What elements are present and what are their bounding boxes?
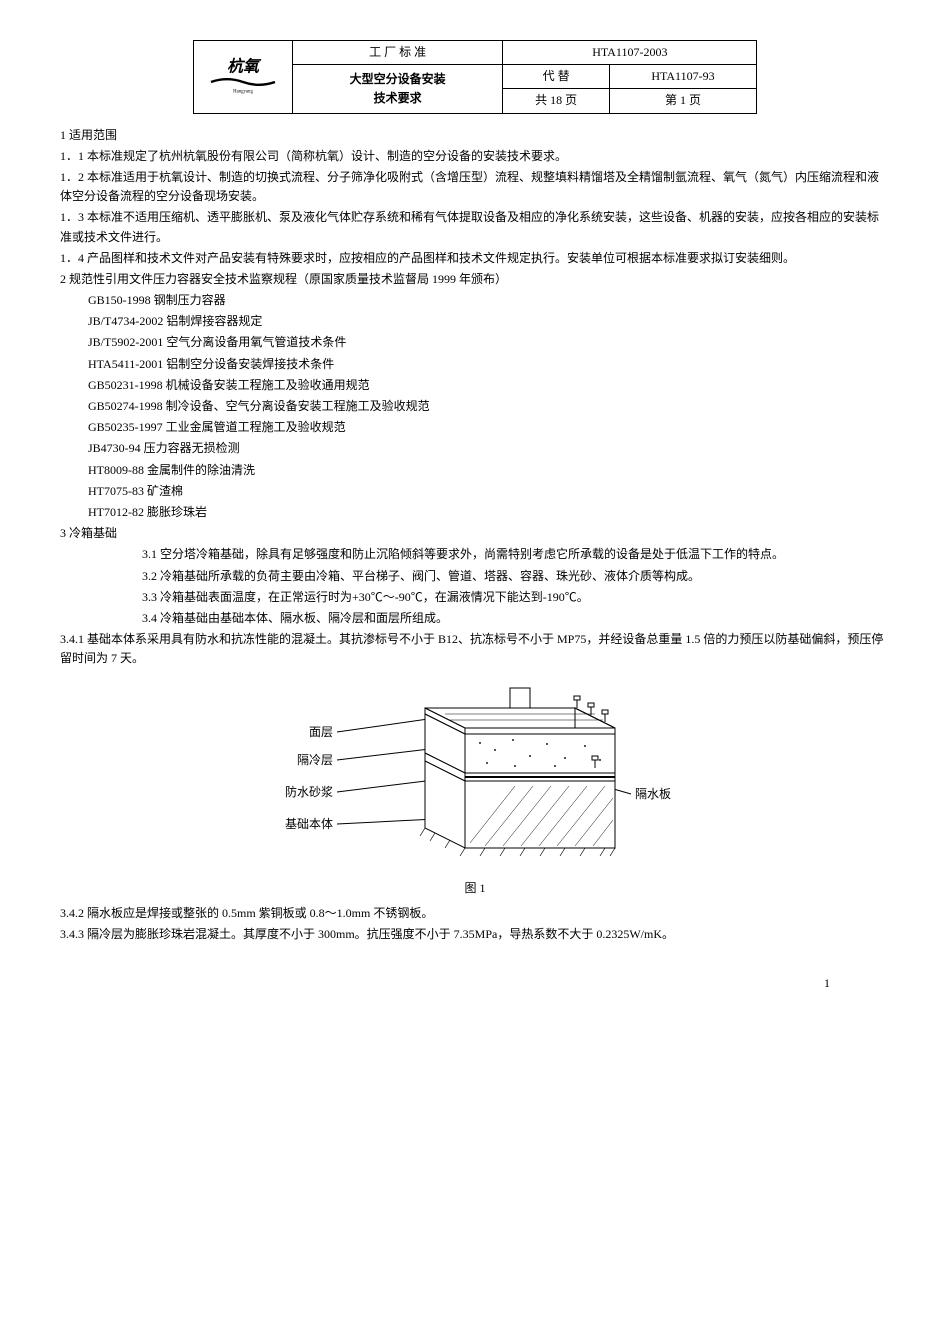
current-page: 第 1 页: [609, 89, 756, 113]
para-1-4: 1．4 产品图样和技术文件对产品安装有特殊要求时，应按相应的产品图样和技术文件规…: [60, 249, 890, 268]
label-mianceng: 面层: [309, 725, 333, 739]
label-geshuiban: 隔水板: [635, 787, 671, 801]
section-3-title: 3 冷箱基础: [60, 524, 890, 543]
ref-item: JB/T4734-2002 铝制焊接容器规定: [60, 312, 890, 331]
para-3-1: 3.1 空分塔冷箱基础，除具有足够强度和防止沉陷倾斜等要求外，尚需特别考虑它所承…: [60, 545, 890, 564]
total-pages: 共 18 页: [503, 89, 609, 113]
para-1-2: 1．2 本标准适用于杭氧设计、制造的切换式流程、分子筛净化吸附式（含增压型）流程…: [60, 168, 890, 206]
para-3-4: 3.4 冷箱基础由基础本体、隔水板、隔冷层和面层所组成。: [60, 609, 890, 628]
header-table: 杭氧 Hangyang 工 厂 标 准 HTA1107-2003 大型空分设备安…: [193, 40, 757, 114]
para-1-1: 1．1 本标准规定了杭州杭氧股份有限公司（简称杭氧）设计、制造的空分设备的安装技…: [60, 147, 890, 166]
logo-icon: 杭氧 Hangyang: [203, 54, 283, 94]
ref-item: GB50231-1998 机械设备安装工程施工及验收通用规范: [60, 376, 890, 395]
para-3-3: 3.3 冷箱基础表面温度，在正常运行时为+30℃～-90℃，在漏液情况下能达到-…: [60, 588, 890, 607]
doc-title: 大型空分设备安装 技术要求: [292, 65, 503, 113]
label-jichubenti: 基础本体: [285, 817, 333, 831]
ref-item: GB50274-1998 制冷设备、空气分离设备安装工程施工及验收规范: [60, 397, 890, 416]
foundation-diagram: 面层 隔冷层 防水砂浆 基础本体 隔水板: [255, 678, 695, 868]
replace-number: HTA1107-93: [609, 65, 756, 89]
ref-item: JB4730-94 压力容器无损检测: [60, 439, 890, 458]
ref-item: HT7075-83 矿渣棉: [60, 482, 890, 501]
label-gelengceng: 隔冷层: [297, 753, 333, 767]
figure-caption: 图 1: [60, 879, 890, 898]
ref-item: GB150-1998 钢制压力容器: [60, 291, 890, 310]
svg-text:杭氧: 杭氧: [227, 57, 262, 75]
ref-item: HTA5411-2001 铝制空分设备安装焊接技术条件: [60, 355, 890, 374]
ref-item: HT7012-82 膨胀珍珠岩: [60, 503, 890, 522]
para-1-3: 1．3 本标准不适用压缩机、透平膨胀机、泵及液化气体贮存系统和稀有气体提取设备及…: [60, 208, 890, 246]
doc-number: HTA1107-2003: [503, 41, 757, 65]
para-3-4-1: 3.4.1 基础本体系采用具有防水和抗冻性能的混凝土。其抗渗标号不小于 B12、…: [60, 630, 890, 668]
label-fangshuishajian: 防水砂浆: [285, 784, 333, 799]
para-3-2: 3.2 冷箱基础所承载的负荷主要由冷箱、平台梯子、阀门、管道、塔器、容器、珠光砂…: [60, 567, 890, 586]
para-3-4-2: 3.4.2 隔水板应是焊接或整张的 0.5mm 紫铜板或 0.8～1.0mm 不…: [60, 904, 890, 923]
replace-label: 代 替: [503, 65, 609, 89]
para-3-4-3: 3.4.3 隔冷层为膨胀珍珠岩混凝土。其厚度不小于 300mm。抗压强度不小于 …: [60, 925, 890, 944]
ref-item: JB/T5902-2001 空气分离设备用氧气管道技术条件: [60, 333, 890, 352]
logo-cell: 杭氧 Hangyang: [193, 41, 292, 114]
ref-item: HT8009-88 金属制件的除油清洗: [60, 461, 890, 480]
section-1-title: 1 适用范围: [60, 126, 890, 145]
svg-text:Hangyang: Hangyang: [233, 89, 253, 94]
ref-item: GB50235-1997 工业金属管道工程施工及验收规范: [60, 418, 890, 437]
factory-std-label: 工 厂 标 准: [292, 41, 503, 65]
section-2-title: 2 规范性引用文件压力容器安全技术监察规程（原国家质量技术监督局 1999 年颁…: [60, 270, 890, 289]
figure-1: 面层 隔冷层 防水砂浆 基础本体 隔水板: [60, 678, 890, 874]
page-number: 1: [60, 974, 890, 993]
